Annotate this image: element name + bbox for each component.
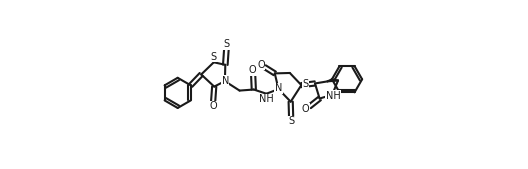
Text: O: O: [257, 60, 265, 70]
Text: O: O: [209, 101, 217, 111]
Text: N: N: [275, 83, 282, 93]
Text: N: N: [222, 76, 229, 86]
Text: NH: NH: [259, 94, 274, 104]
Text: S: S: [223, 39, 230, 49]
Text: S: S: [211, 52, 217, 62]
Text: S: S: [288, 116, 294, 126]
Text: S: S: [302, 79, 308, 90]
Text: NH: NH: [326, 91, 341, 101]
Text: O: O: [249, 65, 257, 75]
Text: O: O: [302, 104, 309, 114]
